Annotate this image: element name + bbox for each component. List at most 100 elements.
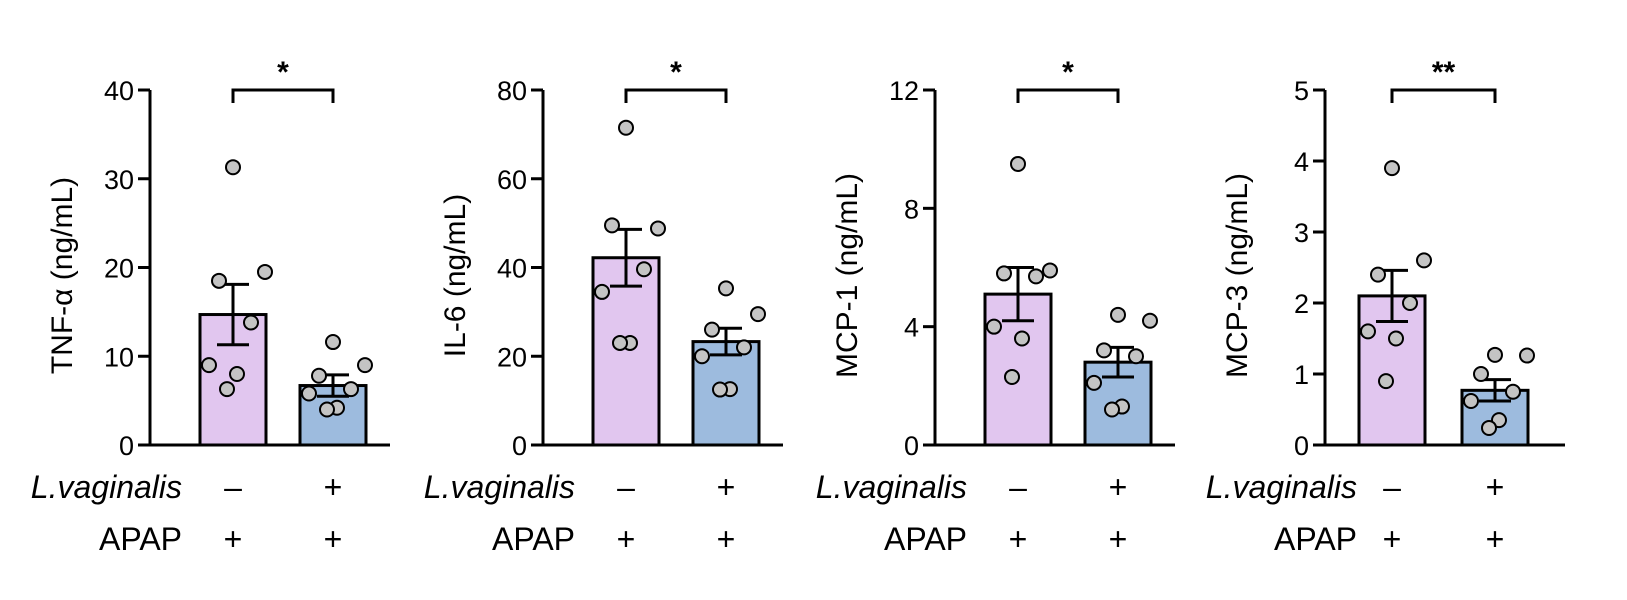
- data-point: [650, 220, 666, 237]
- significance-bracket: [1016, 88, 1120, 103]
- data-point: [1416, 252, 1432, 269]
- data-point: [229, 366, 245, 382]
- treatment-row-label: L.vaginalis: [816, 469, 967, 505]
- data-point: [1128, 348, 1144, 365]
- data-point: [1042, 262, 1058, 279]
- data-point: [1104, 401, 1120, 418]
- data-point: [225, 159, 241, 176]
- chart-panel-3: 0 4 8 12 MCP-1 (ng/mL) * L.vaginalis APAP – + + +: [816, 56, 1175, 557]
- y-tick-label: 12: [889, 76, 919, 106]
- data-point: [201, 357, 217, 374]
- y-tick-label: 0: [119, 431, 134, 461]
- data-point: [243, 314, 259, 331]
- y-tick-label: 4: [904, 313, 919, 343]
- data-point: [1402, 295, 1418, 311]
- data-point: [718, 280, 734, 297]
- data-point: [1378, 373, 1394, 390]
- data-point: [604, 217, 620, 234]
- base-symbol: +: [717, 521, 736, 557]
- base-symbol: +: [617, 521, 636, 557]
- base-symbol: +: [324, 521, 343, 557]
- base-symbol: +: [1109, 521, 1128, 557]
- chart-panel-4: 0 1 2 3 4 5 MCP-3 (ng/mL) ** L.vaginalis APAP– + + +: [1206, 56, 1565, 557]
- data-point: [1010, 155, 1026, 172]
- data-point: [1384, 160, 1400, 177]
- data-point: [996, 265, 1012, 282]
- base-symbol: +: [1486, 521, 1505, 557]
- y-tick-label: 80: [497, 76, 527, 106]
- y-tick-label: 40: [104, 76, 134, 106]
- data-point: [1388, 330, 1404, 347]
- data-point: [1463, 392, 1479, 409]
- y-axis-label: MCP-1 (ng/mL): [831, 173, 864, 378]
- base-symbol: +: [1383, 521, 1402, 557]
- data-point: [1096, 342, 1112, 359]
- base-row-label: APAP: [1274, 521, 1357, 557]
- y-tick-label: 1: [1294, 360, 1309, 390]
- y-tick-label: 3: [1294, 218, 1309, 248]
- y-axis-label: MCP-3 (ng/mL): [1221, 173, 1254, 378]
- y-tick-label: 2: [1294, 289, 1309, 319]
- data-point: [1086, 374, 1102, 391]
- chart-panel-2: 0 20 40 60 80 IL-6 (ng/mL) * L.vaginalis APAP – + +…: [424, 56, 783, 557]
- data-point: [704, 321, 720, 338]
- significance-bracket: [231, 88, 335, 103]
- data-point: [1142, 312, 1158, 329]
- y-tick-label: 8: [904, 194, 919, 224]
- data-point: [1110, 306, 1126, 323]
- data-point: [343, 381, 359, 398]
- base-symbol: +: [1009, 521, 1028, 557]
- data-point: [986, 318, 1002, 335]
- data-point: [1519, 347, 1535, 364]
- treatment-symbol: –: [1009, 469, 1027, 505]
- base-symbol: +: [224, 521, 243, 557]
- treatment-symbol: –: [617, 469, 635, 505]
- data-point: [1370, 266, 1386, 283]
- treatment-symbol: –: [1383, 469, 1401, 505]
- treatment-symbol: +: [717, 469, 736, 505]
- significance-label: *: [277, 56, 289, 89]
- data-point: [319, 401, 335, 418]
- data-point: [1360, 323, 1376, 340]
- data-point: [594, 283, 610, 300]
- data-point: [712, 381, 728, 398]
- data-point: [750, 306, 766, 323]
- treatment-row-label: L.vaginalis: [424, 469, 575, 505]
- y-tick-label: 30: [104, 165, 134, 195]
- y-tick-label: 40: [497, 254, 527, 284]
- data-point: [618, 119, 634, 136]
- y-axis-label: IL-6 (ng/mL): [439, 194, 472, 357]
- chart-panel-1: 0 10 20 30 40 TNF-α (ng/mL) * L.vaginalis APAP – +…: [31, 56, 390, 557]
- treatment-symbol: +: [1109, 469, 1128, 505]
- data-point: [257, 263, 273, 280]
- data-point: [1014, 330, 1030, 347]
- data-point: [1004, 368, 1020, 385]
- treatment-row-label: L.vaginalis: [31, 469, 182, 505]
- base-row-label: APAP: [884, 521, 967, 557]
- data-point: [1487, 346, 1503, 363]
- significance-label: **: [1432, 56, 1456, 89]
- treatment-symbol: +: [1486, 469, 1505, 505]
- data-point: [301, 385, 317, 402]
- y-tick-label: 0: [904, 431, 919, 461]
- y-tick-label: 20: [104, 254, 134, 284]
- significance-label: *: [670, 56, 682, 89]
- base-row-label: APAP: [492, 521, 575, 557]
- y-tick-label: 5: [1294, 76, 1309, 106]
- significance-bracket: [624, 88, 728, 103]
- data-point: [219, 381, 235, 398]
- y-tick-label: 60: [497, 165, 527, 195]
- base-row-label: APAP: [99, 521, 182, 557]
- data-point: [1481, 419, 1497, 436]
- data-point: [1028, 268, 1044, 285]
- data-point: [211, 272, 227, 289]
- data-point: [325, 334, 341, 351]
- y-axis-label: TNF-α (ng/mL): [46, 177, 79, 374]
- data-point: [636, 261, 652, 278]
- data-point: [357, 357, 373, 374]
- data-point: [311, 367, 327, 384]
- data-point: [694, 348, 710, 365]
- y-tick-label: 0: [1294, 431, 1309, 461]
- significance-label: *: [1062, 56, 1074, 89]
- data-point: [1505, 383, 1521, 400]
